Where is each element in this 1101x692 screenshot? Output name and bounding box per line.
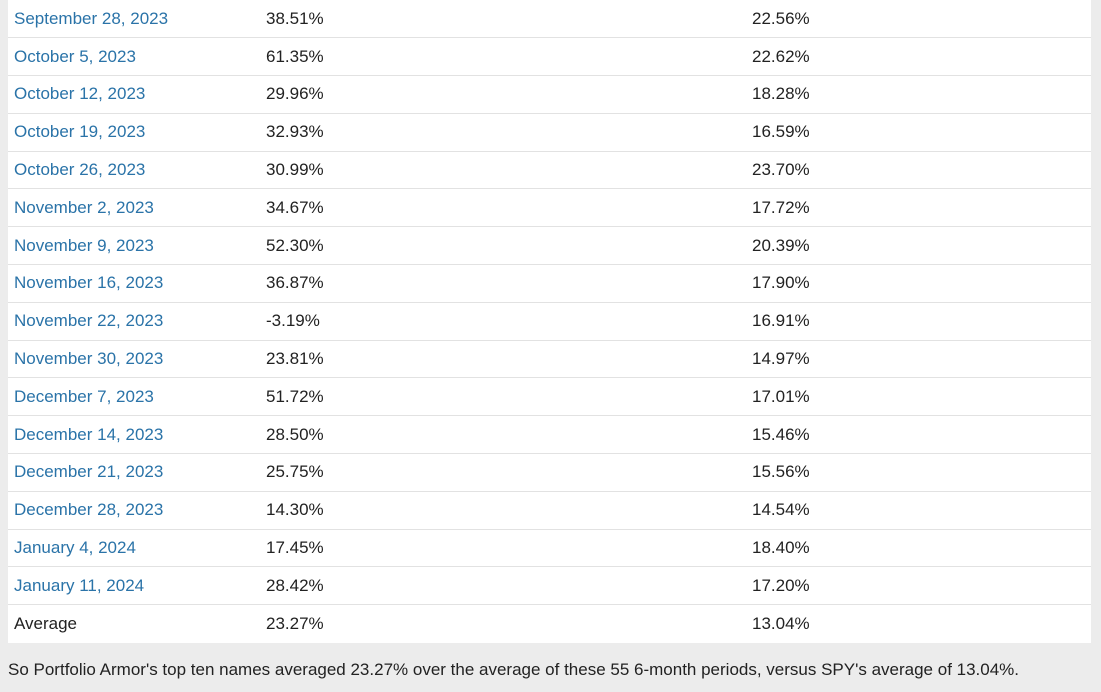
returns-table-container: September 28, 2023 38.51% 22.56% October… bbox=[8, 0, 1091, 643]
top-ten-return: -3.19% bbox=[266, 311, 320, 331]
spy-return: 18.40% bbox=[752, 538, 810, 558]
top-ten-return: 29.96% bbox=[266, 84, 324, 104]
table-row: November 16, 2023 36.87% 17.90% bbox=[8, 265, 1091, 303]
top-ten-return: 28.50% bbox=[266, 424, 324, 444]
table-row: October 12, 2023 29.96% 18.28% bbox=[8, 76, 1091, 114]
spy-return: 17.90% bbox=[752, 273, 810, 293]
table-row: December 21, 2023 25.75% 15.56% bbox=[8, 454, 1091, 492]
date-link[interactable]: November 22, 2023 bbox=[14, 311, 164, 331]
top-ten-return: 17.45% bbox=[266, 538, 324, 558]
top-ten-return: 36.87% bbox=[266, 273, 324, 293]
summary-paragraph: So Portfolio Armor's top ten names avera… bbox=[8, 660, 1020, 679]
spy-return: 20.39% bbox=[752, 235, 810, 255]
date-link[interactable]: October 19, 2023 bbox=[14, 122, 146, 142]
spy-return: 17.01% bbox=[752, 386, 810, 406]
top-ten-return: 52.30% bbox=[266, 235, 324, 255]
table-row: October 19, 2023 32.93% 16.59% bbox=[8, 113, 1091, 152]
table-row: November 9, 2023 52.30% 20.39% bbox=[8, 227, 1091, 265]
date-link[interactable]: October 26, 2023 bbox=[14, 160, 146, 180]
returns-table-body: September 28, 2023 38.51% 22.56% October… bbox=[8, 0, 1091, 643]
top-ten-return: 14.30% bbox=[266, 500, 324, 520]
table-row: January 11, 2024 28.42% 17.20% bbox=[8, 567, 1091, 605]
spy-return: 22.62% bbox=[752, 46, 810, 66]
table-row: December 14, 2023 28.50% 15.46% bbox=[8, 416, 1091, 454]
returns-table: September 28, 2023 38.51% 22.56% October… bbox=[8, 0, 1091, 643]
top-ten-return: 38.51% bbox=[266, 8, 324, 28]
date-link[interactable]: September 28, 2023 bbox=[14, 8, 169, 28]
table-row: December 28, 2023 14.30% 14.54% bbox=[8, 491, 1091, 530]
average-top-ten-return: 23.27% bbox=[266, 613, 324, 633]
spy-return: 14.97% bbox=[752, 349, 810, 369]
date-link[interactable]: December 28, 2023 bbox=[14, 500, 164, 520]
spy-return: 14.54% bbox=[752, 500, 810, 520]
table-row: November 30, 2023 23.81% 14.97% bbox=[8, 340, 1091, 378]
table-row: September 28, 2023 38.51% 22.56% bbox=[8, 0, 1091, 38]
date-link[interactable]: November 30, 2023 bbox=[14, 349, 164, 369]
spy-return: 22.56% bbox=[752, 8, 810, 28]
spy-return: 17.72% bbox=[752, 197, 810, 217]
table-row: November 22, 2023 -3.19% 16.91% bbox=[8, 302, 1091, 341]
date-link[interactable]: October 12, 2023 bbox=[14, 84, 146, 104]
top-ten-return: 34.67% bbox=[266, 197, 324, 217]
average-label: Average bbox=[14, 613, 78, 633]
date-link[interactable]: November 16, 2023 bbox=[14, 273, 164, 293]
spy-return: 15.56% bbox=[752, 462, 810, 482]
spy-return: 16.59% bbox=[752, 122, 810, 142]
table-row: October 5, 2023 61.35% 22.62% bbox=[8, 38, 1091, 76]
table-row: November 2, 2023 34.67% 17.72% bbox=[8, 189, 1091, 227]
top-ten-return: 61.35% bbox=[266, 46, 324, 66]
date-link[interactable]: November 2, 2023 bbox=[14, 197, 154, 217]
table-row: December 7, 2023 51.72% 17.01% bbox=[8, 378, 1091, 416]
top-ten-return: 51.72% bbox=[266, 386, 324, 406]
table-row: January 4, 2024 17.45% 18.40% bbox=[8, 529, 1091, 567]
date-link[interactable]: January 11, 2024 bbox=[14, 575, 145, 595]
average-spy-return: 13.04% bbox=[752, 613, 810, 633]
top-ten-return: 28.42% bbox=[266, 575, 324, 595]
spy-return: 17.20% bbox=[752, 575, 810, 595]
top-ten-return: 32.93% bbox=[266, 122, 324, 142]
date-link[interactable]: January 4, 2024 bbox=[14, 538, 136, 558]
average-row: Average 23.27% 13.04% bbox=[8, 605, 1091, 643]
top-ten-return: 25.75% bbox=[266, 462, 324, 482]
date-link[interactable]: October 5, 2023 bbox=[14, 46, 136, 66]
spy-return: 18.28% bbox=[752, 84, 810, 104]
top-ten-return: 23.81% bbox=[266, 349, 324, 369]
table-row: October 26, 2023 30.99% 23.70% bbox=[8, 151, 1091, 189]
spy-return: 15.46% bbox=[752, 424, 810, 444]
date-link[interactable]: December 21, 2023 bbox=[14, 462, 164, 482]
date-link[interactable]: December 7, 2023 bbox=[14, 386, 154, 406]
spy-return: 16.91% bbox=[752, 311, 810, 331]
top-ten-return: 30.99% bbox=[266, 160, 324, 180]
date-link[interactable]: November 9, 2023 bbox=[14, 235, 154, 255]
date-link[interactable]: December 14, 2023 bbox=[14, 424, 164, 444]
spy-return: 23.70% bbox=[752, 160, 810, 180]
